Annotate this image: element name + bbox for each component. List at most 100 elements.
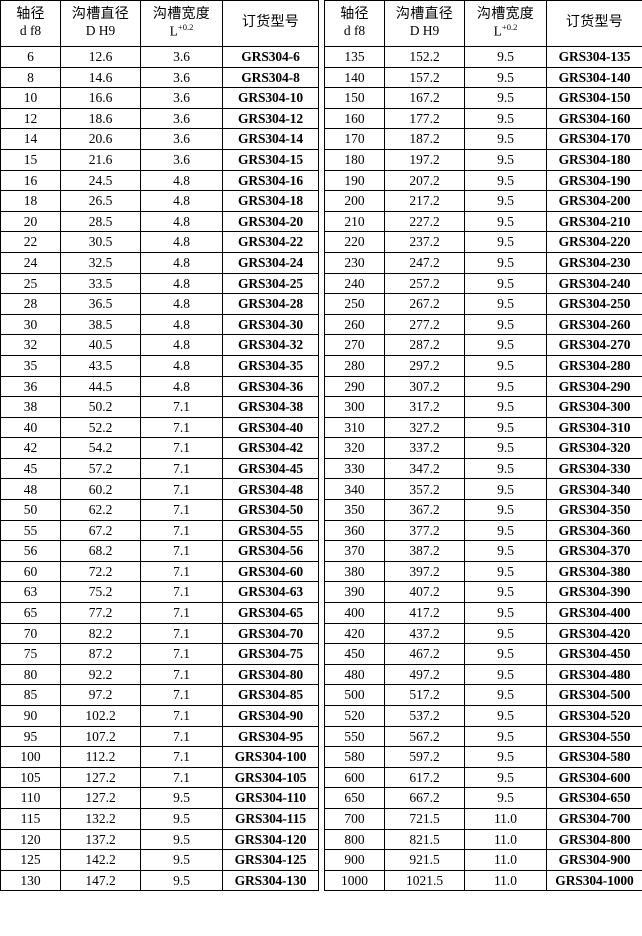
cell-order-model: GRS304-14 — [222, 128, 319, 150]
cell-order-model: GRS304-370 — [546, 540, 642, 562]
cell-groove-width: 9.5 — [464, 663, 547, 686]
table-row: 180 197.2 9.5 GRS304-180 — [324, 148, 642, 171]
cell-shaft-diameter: 150 — [324, 87, 385, 109]
cell-groove-diameter: 142.2 — [60, 849, 141, 871]
header-row: 轴径 d f8 沟槽直径 D H9 沟槽宽度 L+0.2 订货型号 — [0, 0, 319, 47]
spec-table-left-wrapper: 轴径 d f8 沟槽直径 D H9 沟槽宽度 L+0.2 订货型号 — [0, 0, 319, 892]
cell-groove-diameter: 127.2 — [60, 787, 141, 809]
column-header-groove-diameter: 沟槽直径 D H9 — [60, 0, 141, 47]
column-header-groove-diameter-line1: 沟槽直径 — [395, 7, 454, 23]
cell-groove-width: 9.5 — [464, 560, 547, 583]
cell-shaft-diameter: 300 — [324, 396, 385, 418]
cell-order-model: GRS304-350 — [546, 499, 642, 521]
cell-groove-diameter: 14.6 — [60, 66, 141, 89]
cell-shaft-diameter: 25 — [0, 272, 61, 295]
table-row: 130 147.2 9.5 GRS304-130 — [0, 869, 319, 892]
cell-groove-diameter: 407.2 — [384, 581, 465, 604]
cell-groove-diameter: 617.2 — [384, 766, 465, 789]
cell-groove-diameter: 82.2 — [60, 622, 141, 645]
cell-shaft-diameter: 45 — [0, 457, 61, 480]
cell-groove-width: 7.1 — [140, 478, 223, 501]
cell-shaft-diameter: 14 — [0, 128, 61, 150]
cell-order-model: GRS304-80 — [222, 663, 319, 686]
cell-groove-diameter: 597.2 — [384, 746, 465, 768]
cell-shaft-diameter: 220 — [324, 231, 385, 253]
table-row: 600 617.2 9.5 GRS304-600 — [324, 766, 642, 789]
cell-groove-width: 9.5 — [140, 849, 223, 871]
cell-order-model: GRS304-63 — [222, 581, 319, 604]
cell-groove-width: 7.1 — [140, 602, 223, 624]
column-header-groove-width-line2: L+0.2 — [465, 22, 546, 39]
cell-groove-diameter: 72.2 — [60, 560, 141, 583]
groove-width-symbol: L — [493, 23, 502, 39]
table-body-left: 6 12.6 3.6 GRS304-6 8 14.6 3.6 GRS304-8 10 16.6 3.… — [0, 46, 319, 892]
cell-order-model: GRS304-125 — [222, 849, 319, 871]
cell-groove-width: 3.6 — [140, 148, 223, 171]
cell-groove-width: 7.1 — [140, 766, 223, 789]
cell-shaft-diameter: 130 — [0, 869, 61, 892]
cell-groove-diameter: 921.5 — [384, 849, 465, 871]
table-body-right: 135 152.2 9.5 GRS304-135 140 157.2 9.5 GRS304-1… — [324, 46, 642, 892]
cell-groove-diameter: 127.2 — [60, 766, 141, 789]
cell-groove-diameter: 397.2 — [384, 560, 465, 583]
cell-groove-width: 4.8 — [140, 190, 223, 212]
cell-groove-width: 9.5 — [464, 272, 547, 295]
cell-order-model: GRS304-28 — [222, 293, 319, 315]
cell-groove-diameter: 197.2 — [384, 148, 465, 171]
cell-order-model: GRS304-600 — [546, 766, 642, 789]
cell-groove-diameter: 721.5 — [384, 807, 465, 830]
cell-groove-width: 9.5 — [464, 787, 547, 809]
table-row: 900 921.5 11.0 GRS304-900 — [324, 849, 642, 871]
table-row: 170 187.2 9.5 GRS304-170 — [324, 128, 642, 150]
groove-width-tolerance: +0.2 — [177, 22, 194, 33]
cell-shaft-diameter: 70 — [0, 622, 61, 645]
table-row: 40 52.2 7.1 GRS304-40 — [0, 416, 319, 439]
cell-groove-width: 7.1 — [140, 746, 223, 768]
cell-order-model: GRS304-20 — [222, 210, 319, 233]
table-row: 230 247.2 9.5 GRS304-230 — [324, 251, 642, 274]
cell-groove-diameter: 77.2 — [60, 602, 141, 624]
cell-groove-width: 9.5 — [464, 354, 547, 377]
cell-order-model: GRS304-550 — [546, 725, 642, 748]
cell-groove-diameter: 227.2 — [384, 210, 465, 233]
cell-groove-diameter: 40.5 — [60, 334, 141, 356]
table-row: 650 667.2 9.5 GRS304-650 — [324, 787, 642, 809]
cell-shaft-diameter: 500 — [324, 684, 385, 706]
cell-order-model: GRS304-270 — [546, 334, 642, 356]
cell-order-model: GRS304-32 — [222, 334, 319, 356]
cell-groove-width: 4.8 — [140, 272, 223, 295]
cell-groove-diameter: 537.2 — [384, 705, 465, 727]
cell-order-model: GRS304-290 — [546, 375, 642, 398]
cell-groove-width: 3.6 — [140, 46, 223, 68]
table-row: 95 107.2 7.1 GRS304-95 — [0, 725, 319, 748]
cell-groove-diameter: 267.2 — [384, 293, 465, 315]
cell-order-model: GRS304-25 — [222, 272, 319, 295]
column-header-groove-width: 沟槽宽度 L+0.2 — [140, 0, 223, 47]
cell-groove-diameter: 247.2 — [384, 251, 465, 274]
cell-groove-diameter: 367.2 — [384, 499, 465, 521]
cell-shaft-diameter: 115 — [0, 807, 61, 830]
cell-shaft-diameter: 290 — [324, 375, 385, 398]
table-row: 65 77.2 7.1 GRS304-65 — [0, 602, 319, 624]
cell-groove-width: 9.5 — [464, 190, 547, 212]
cell-order-model: GRS304-24 — [222, 251, 319, 274]
cell-order-model: GRS304-70 — [222, 622, 319, 645]
cell-order-model: GRS304-260 — [546, 313, 642, 336]
cell-groove-diameter: 30.5 — [60, 231, 141, 253]
cell-groove-width: 9.5 — [464, 148, 547, 171]
table-row: 125 142.2 9.5 GRS304-125 — [0, 849, 319, 871]
table-row: 330 347.2 9.5 GRS304-330 — [324, 457, 642, 480]
cell-order-model: GRS304-42 — [222, 437, 319, 459]
cell-shaft-diameter: 650 — [324, 787, 385, 809]
cell-order-model: GRS304-320 — [546, 437, 642, 459]
cell-order-model: GRS304-360 — [546, 519, 642, 542]
cell-groove-diameter: 137.2 — [60, 828, 141, 851]
cell-groove-diameter: 33.5 — [60, 272, 141, 295]
cell-groove-diameter: 28.5 — [60, 210, 141, 233]
column-header-groove-diameter-line2: D H9 — [85, 23, 116, 39]
cell-groove-width: 7.1 — [140, 684, 223, 706]
table-row: 200 217.2 9.5 GRS304-200 — [324, 190, 642, 212]
cell-shaft-diameter: 105 — [0, 766, 61, 789]
cell-order-model: GRS304-240 — [546, 272, 642, 295]
cell-shaft-diameter: 22 — [0, 231, 61, 253]
